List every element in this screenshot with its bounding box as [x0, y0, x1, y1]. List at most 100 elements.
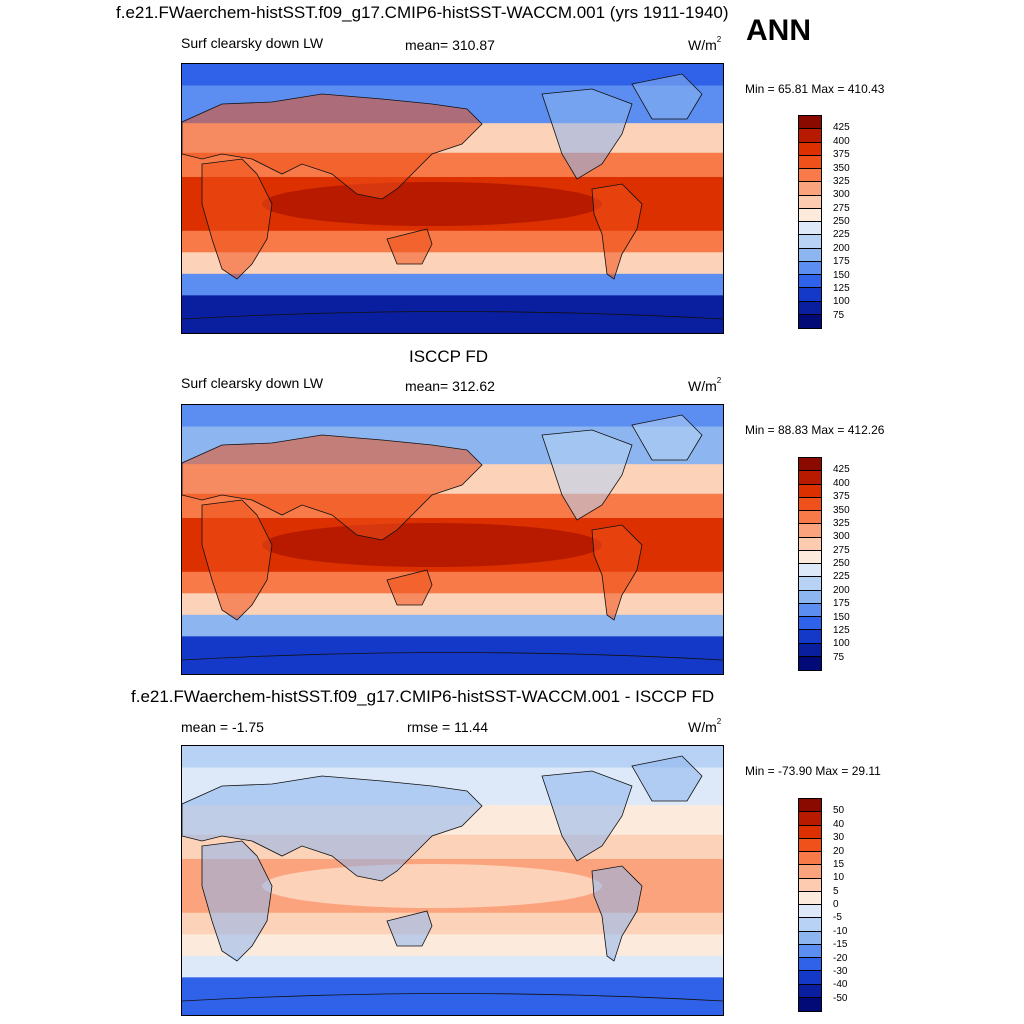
- panel-3-minmax: Min = -73.90 Max = 29.11: [745, 764, 881, 778]
- map-latitude-band: [182, 571, 723, 595]
- colorbar-tick-label: 5: [833, 885, 839, 897]
- colorbar-tick-label: 175: [833, 598, 850, 610]
- map-coastline: [591, 865, 643, 962]
- map-coastline: [201, 158, 273, 280]
- panel-2-units: W/m2: [688, 376, 722, 394]
- colorbar-tick-label: 275: [833, 202, 850, 214]
- map-coastline: [182, 434, 483, 541]
- map-latitude-band: [182, 934, 723, 957]
- map-latitude-band: [182, 912, 723, 936]
- panel-3-rmse: rmse = 11.44: [407, 719, 489, 735]
- colorbar-tick-label: 350: [833, 504, 850, 516]
- colorbar-tick-label: 175: [833, 256, 850, 268]
- map-latitude-band: [182, 230, 723, 254]
- colorbar-swatch: [799, 537, 821, 551]
- colorbar-swatch: [799, 799, 821, 813]
- colorbar-tick-label: -50: [833, 992, 848, 1004]
- map-coastline: [541, 770, 633, 862]
- colorbar-swatch: [799, 878, 821, 892]
- colorbar-swatch: [799, 577, 821, 591]
- colorbar-swatch: [799, 169, 821, 183]
- colorbar-tick-label: 350: [833, 162, 850, 174]
- map-coastline: [631, 755, 703, 802]
- colorbar-tick-label: 275: [833, 544, 850, 556]
- map-warm-pool: [262, 864, 602, 908]
- colorbar-tick-label: 10: [833, 872, 845, 884]
- colorbar-swatch: [799, 643, 821, 657]
- colorbar-tick-label: 400: [833, 135, 850, 147]
- panel-2-variable: Surf clearsky down LW: [181, 375, 324, 391]
- colorbar-tick-label: -15: [833, 939, 848, 951]
- colorbar-tick-label: 425: [833, 464, 850, 476]
- colorbar-swatch: [799, 471, 821, 485]
- colorbar-swatch: [799, 314, 821, 328]
- colorbar-tick-label: 75: [833, 651, 845, 663]
- colorbar-swatch: [799, 630, 821, 644]
- colorbar-tick-label: 425: [833, 122, 850, 134]
- panel-1-variable: Surf clearsky down LW: [181, 35, 324, 51]
- colorbar-swatch: [799, 564, 821, 578]
- colorbar-swatch: [799, 497, 821, 511]
- map-latitude-band: [182, 252, 723, 275]
- map-latitude-band: [182, 405, 723, 428]
- colorbar-tick-label: 250: [833, 216, 850, 227]
- colorbar-swatch: [799, 275, 821, 289]
- colorbar-swatch: [799, 997, 821, 1011]
- map-coastline: [591, 524, 643, 621]
- map-coastline: [201, 499, 273, 621]
- colorbar-swatch: [799, 458, 821, 472]
- colorbar-tick-label: 50: [833, 805, 845, 817]
- colorbar-tick-label: 200: [833, 242, 850, 254]
- map-coastline: [386, 910, 433, 947]
- colorbar-tick-label: 325: [833, 517, 850, 529]
- colorbar-tick-label: 375: [833, 149, 850, 161]
- colorbar-swatch: [799, 944, 821, 958]
- colorbar-swatch: [799, 550, 821, 564]
- map-antarctica-coast: [182, 993, 723, 1002]
- colorbar-tick-label: 125: [833, 282, 850, 294]
- map-warm-pool: [262, 523, 602, 567]
- panel-2-mean: mean= 312.62: [405, 378, 495, 394]
- colorbar-swatch: [799, 905, 821, 919]
- colorbar-tick-label: -10: [833, 925, 848, 937]
- colorbar-swatch: [799, 235, 821, 249]
- colorbar-swatch: [799, 208, 821, 222]
- colorbar-tick-label: 75: [833, 309, 845, 321]
- map-latitude-band: [182, 955, 723, 979]
- panel-2-colorbar: [798, 457, 822, 671]
- map-latitude-band: [182, 593, 723, 616]
- map-latitude-band: [182, 273, 723, 297]
- map-latitude-band: [182, 614, 723, 638]
- panel-2-title: ISCCP FD: [409, 347, 489, 366]
- colorbar-swatch: [799, 155, 821, 169]
- map-coastline: [591, 183, 643, 280]
- colorbar-tick-label: 150: [833, 611, 850, 623]
- colorbar-tick-label: 125: [833, 624, 850, 636]
- panel-1-minmax: Min = 65.81 Max = 410.43: [745, 82, 885, 96]
- map-coastline: [631, 73, 703, 120]
- colorbar-swatch: [799, 129, 821, 143]
- panel-2-map: [181, 404, 724, 675]
- colorbar-tick-label: 225: [833, 571, 850, 583]
- colorbar-tick-label: 40: [833, 818, 845, 830]
- colorbar-swatch: [799, 891, 821, 905]
- colorbar-swatch: [799, 524, 821, 538]
- colorbar-tick-label: 225: [833, 229, 850, 241]
- colorbar-swatch: [799, 182, 821, 196]
- colorbar-tick-label: 200: [833, 584, 850, 596]
- colorbar-tick-label: -5: [833, 912, 842, 924]
- colorbar-tick-label: 250: [833, 558, 850, 569]
- colorbar-swatch: [799, 484, 821, 498]
- map-coastline: [386, 228, 433, 265]
- colorbar-swatch: [799, 261, 821, 275]
- colorbar-swatch: [799, 590, 821, 604]
- panel-1-units: W/m2: [688, 35, 722, 53]
- map-coastline: [541, 88, 633, 180]
- panel-1-colorbar: [798, 115, 822, 329]
- colorbar-tick-label: -30: [833, 965, 848, 977]
- panel-3-title: f.e21.FWaerchem-histSST.f09_g17.CMIP6-hi…: [131, 687, 715, 706]
- colorbar-swatch: [799, 984, 821, 998]
- map-coastline: [182, 93, 483, 200]
- panel-1-title: f.e21.FWaerchem-histSST.f09_g17.CMIP6-hi…: [116, 3, 729, 22]
- map-coastline: [201, 840, 273, 962]
